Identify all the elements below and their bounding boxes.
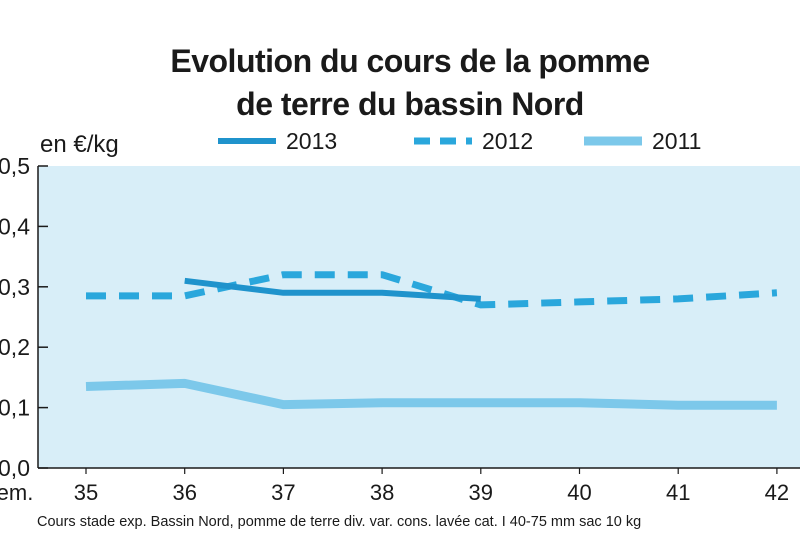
x-axis-label: Sem. [0, 480, 33, 505]
x-axis: 35 36 37 38 39 40 41 42 [74, 468, 789, 505]
series-line-2011 [85, 378, 777, 410]
y-axis: 0,0 0,1 0,2 0,3 0,4 0,5 [0, 153, 48, 481]
x-tick-label: 38 [370, 480, 394, 505]
x-tick-label: 39 [469, 480, 493, 505]
y-tick-label: 0,4 [0, 213, 30, 239]
y-tick-label: 0,2 [0, 334, 30, 360]
series-line-2012 [86, 271, 778, 309]
series-line-2013 [184, 277, 481, 302]
y-tick-label: 0,5 [0, 153, 30, 179]
legend-label-2012: 2012 [482, 128, 533, 154]
chart-title: Evolution du cours de la pomme de terre … [0, 40, 800, 126]
chart-title-line-1: Evolution du cours de la pomme [170, 43, 650, 79]
chart-title-line-2: de terre du bassin Nord [236, 86, 584, 122]
y-axis-label: en €/kg [40, 131, 119, 158]
x-tick-label: 41 [666, 480, 690, 505]
legend-label-2011: 2011 [652, 128, 701, 154]
x-tick-label: 40 [567, 480, 591, 505]
x-tick-label: 36 [172, 480, 196, 505]
y-tick-label: 0,1 [0, 395, 30, 421]
x-tick-label: 37 [271, 480, 295, 505]
chart-legend: 2013 2012 2011 [218, 128, 701, 154]
y-tick-label: 0,0 [0, 455, 30, 481]
legend-label-2013: 2013 [286, 128, 337, 154]
plot-area [38, 166, 800, 468]
x-tick-label: 35 [74, 480, 98, 505]
series-lines [85, 271, 778, 410]
y-tick-label: 0,3 [0, 274, 30, 300]
x-tick-label: 42 [765, 480, 789, 505]
source-note: Cours stade exp. Bassin Nord, pomme de t… [37, 514, 641, 530]
